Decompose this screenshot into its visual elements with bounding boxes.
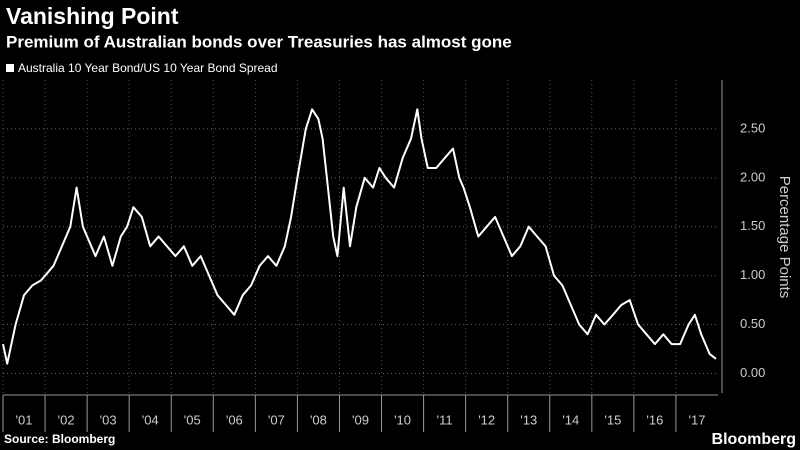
source: Source: Bloomberg: [4, 432, 115, 446]
x-tick-label: '11: [437, 412, 453, 427]
x-tick-label: '14: [562, 412, 579, 427]
x-tick-label: '08: [310, 412, 327, 427]
y-axis-label: Percentage Points: [776, 176, 793, 299]
x-tick-label: '09: [352, 412, 369, 427]
x-tick-label: '16: [646, 412, 663, 427]
x-tick-label: '15: [604, 412, 621, 427]
y-tick-label: 1.00: [740, 267, 765, 282]
x-tick-label: '05: [184, 412, 201, 427]
x-tick-label: '01: [16, 412, 33, 427]
y-tick-label: 0.00: [740, 365, 765, 380]
x-tick-label: '17: [688, 412, 705, 427]
x-tick-label: '06: [226, 412, 243, 427]
x-tick-label: '12: [478, 412, 495, 427]
x-tick-label: '03: [100, 412, 117, 427]
y-tick-label: 0.50: [740, 316, 765, 331]
series-line: [2, 108, 717, 365]
x-tick-label: '10: [394, 412, 411, 427]
x-tick-label: '07: [268, 412, 285, 427]
y-tick-label: 2.50: [740, 120, 765, 135]
chart-subtitle: Premium of Australian bonds over Treasur…: [6, 32, 512, 51]
chart-title: Vanishing Point: [6, 3, 179, 29]
legend-label: Australia 10 Year Bond/US 10 Year Bond S…: [18, 61, 278, 75]
x-tick-label: '02: [58, 412, 75, 427]
y-tick-label: 1.50: [740, 218, 765, 233]
brand: Bloomberg: [712, 431, 796, 448]
legend-swatch: [6, 64, 14, 72]
x-tick-label: '04: [142, 412, 159, 427]
x-tick-label: '13: [520, 412, 537, 427]
y-tick-label: 2.00: [740, 169, 765, 184]
